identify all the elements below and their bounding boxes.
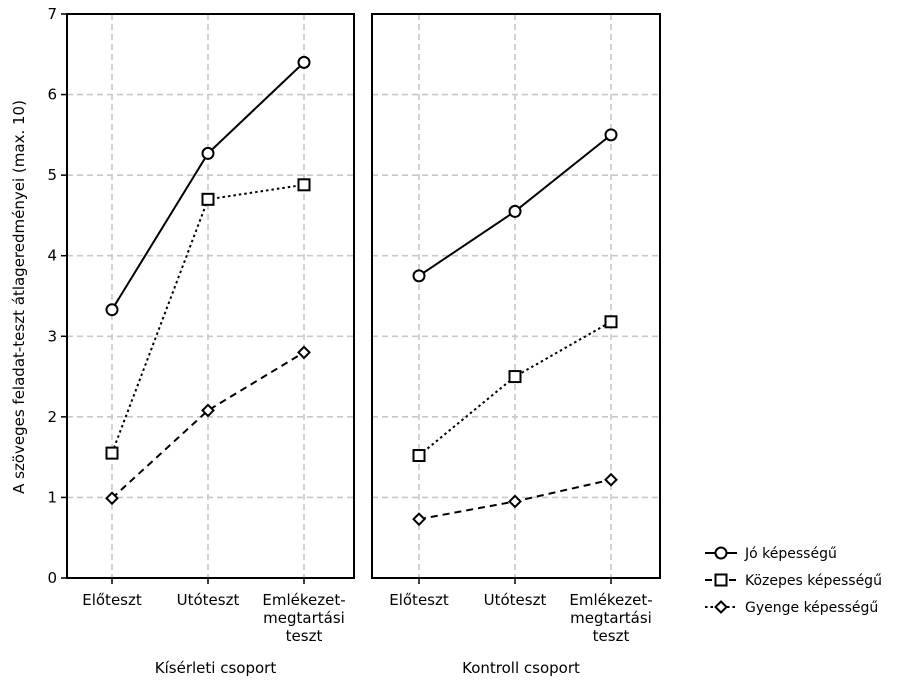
legend-item: Közepes képességű [705,573,882,589]
legend-item: Jó képességű [705,546,837,562]
y-tick-label: 4 [47,247,57,265]
legend-label: Gyenge képességű [745,600,878,616]
legend-label: Közepes képességű [745,573,882,589]
legend-item: Gyenge képességű [705,600,878,616]
panel-2: Előteszt Utóteszt Emlékezet-megtartási tesz… [371,13,661,677]
data-point [412,269,426,283]
legend-label: Jó képességű [744,546,837,562]
data-point [412,512,426,527]
data-point [508,370,522,384]
data-point [604,128,618,142]
y-tick-label: 2 [47,408,57,426]
y-axis-label: A szöveges feladat-teszt átlageredményei… [10,100,28,494]
data-point [201,403,215,418]
data-point [508,204,522,218]
legend-marker [714,546,728,560]
group-label: Kontroll csoport [462,659,580,677]
data-point [297,55,311,69]
legend-marker [714,573,728,587]
data-point [508,494,522,509]
x-tick-label: Előteszt [389,591,449,609]
data-point [297,178,311,192]
data-point [105,446,119,460]
y-tick-label: 3 [47,327,57,345]
y-tick-label: 6 [47,86,57,104]
series-line-3 [111,351,305,499]
panel-frame [371,13,661,579]
panel-1: Előteszt Utóteszt Emlékezet-megtartási tesz… [66,13,355,677]
x-tick-label: Emlékezet-megtartási teszt [262,591,345,645]
data-point [105,303,119,317]
x-tick-label: Utóteszt [177,591,240,609]
y-tick-label: 7 [47,5,57,23]
group-label: Kísérleti csoport [155,659,277,677]
x-tick-label: Emlékezet-megtartási teszt [569,591,652,645]
data-point [604,472,618,487]
data-point [201,192,215,206]
legend-marker [714,600,728,614]
y-tick-label: 5 [47,166,57,184]
data-point [105,491,119,506]
data-point [201,146,215,160]
x-tick-label: Utóteszt [484,591,547,609]
data-point [604,315,618,329]
panel-frame [66,13,355,579]
y-tick-label: 0 [47,569,57,587]
data-point [297,345,311,360]
x-tick-label: Előteszt [82,591,142,609]
data-point [412,449,426,463]
y-tick-label: 1 [47,488,57,506]
